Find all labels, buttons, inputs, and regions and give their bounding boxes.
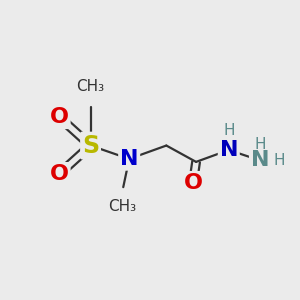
Text: O: O (50, 107, 69, 127)
Text: S: S (82, 134, 99, 158)
Text: CH₃: CH₃ (108, 199, 136, 214)
Text: N: N (251, 150, 269, 170)
Text: N: N (120, 149, 138, 169)
Text: H: H (223, 123, 235, 138)
Text: CH₃: CH₃ (76, 79, 105, 94)
Text: N: N (220, 140, 238, 160)
Text: O: O (50, 164, 69, 184)
Text: O: O (184, 173, 202, 193)
Text: H: H (274, 153, 285, 168)
Text: H: H (254, 136, 266, 152)
